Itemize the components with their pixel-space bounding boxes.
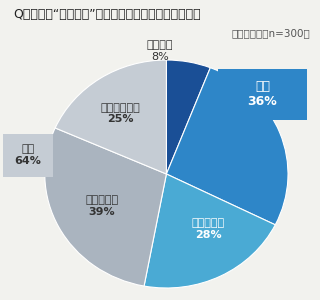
Text: ない
64%: ない 64% <box>15 144 42 166</box>
Text: （単一回答・n=300）: （単一回答・n=300） <box>232 28 310 38</box>
Text: まったくない
25%: まったくない 25% <box>100 103 140 124</box>
Bar <box>3 134 53 177</box>
Wedge shape <box>166 68 288 225</box>
Wedge shape <box>55 60 166 174</box>
Bar <box>218 69 307 120</box>
Text: たまにある
28%: たまにある 28% <box>192 218 225 240</box>
Text: ある
36%: ある 36% <box>248 80 277 109</box>
Wedge shape <box>144 174 275 288</box>
Text: よくある
8%: よくある 8% <box>147 40 173 62</box>
Text: Q：自分が“仕事うつ”だと感じることはありますか？: Q：自分が“仕事うつ”だと感じることはありますか？ <box>13 8 200 20</box>
Wedge shape <box>45 128 166 286</box>
Text: あまりない
39%: あまりない 39% <box>85 195 118 217</box>
Wedge shape <box>166 60 210 174</box>
